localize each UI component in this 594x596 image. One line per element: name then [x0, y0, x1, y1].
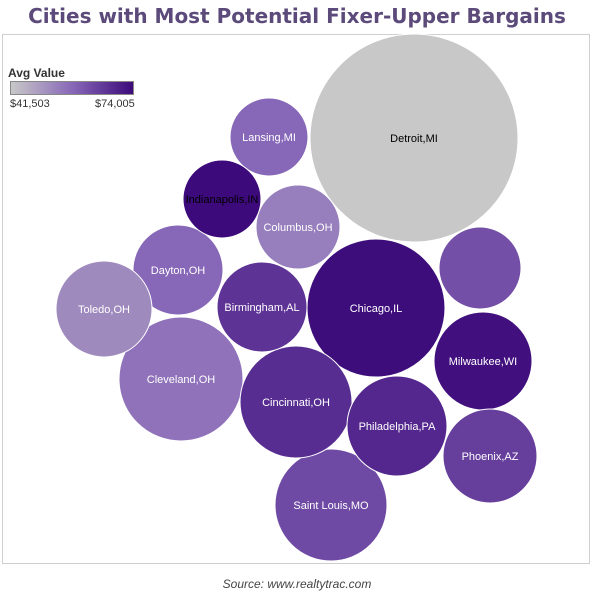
- bubble-label: Dayton,OH: [151, 265, 205, 277]
- bubble-label: Philadelphia,PA: [359, 421, 437, 433]
- bubble-saint-louis-mo[interactable]: [274, 448, 388, 562]
- bubble-label: Milwaukee,WI: [449, 356, 517, 368]
- bubble-label: Birmingham,AL: [224, 302, 299, 314]
- bubble-dayton-oh[interactable]: [132, 224, 224, 316]
- bubble-toledo-oh[interactable]: [55, 260, 153, 358]
- bubble-phoenix-az[interactable]: [442, 408, 538, 504]
- bubble-cincinnati-oh[interactable]: [239, 345, 353, 459]
- bubble-cleveland-oh[interactable]: [118, 316, 244, 442]
- bubble-label: Chicago,IL: [350, 303, 403, 315]
- bubble-lansing-mi[interactable]: [229, 97, 309, 177]
- bubble-label: Lansing,MI: [242, 132, 296, 144]
- legend-color-ramp: [10, 81, 134, 95]
- bubble-label: Columbus,OH: [263, 222, 332, 234]
- chart-title: Cities with Most Potential Fixer-Upper B…: [28, 4, 566, 28]
- bubble-label: Toledo,OH: [78, 304, 130, 316]
- bubble-label: Cincinnati,OH: [262, 397, 330, 409]
- legend-max-label: $74,005: [95, 98, 135, 110]
- bubble-label: Phoenix,AZ: [462, 451, 519, 463]
- legend-title: Avg Value: [8, 66, 65, 80]
- legend-min-label: $41,503: [10, 98, 50, 110]
- bubble-label: Detroit,MI: [390, 133, 438, 145]
- bubble-birmingham-al[interactable]: [216, 261, 308, 353]
- bubble-label: Saint Louis,MO: [293, 500, 369, 512]
- bubble-indianapolis-in[interactable]: [182, 159, 262, 239]
- bubble-philadelphia-pa[interactable]: [346, 375, 448, 477]
- bubble-columbus-oh[interactable]: [255, 184, 341, 270]
- bubble-label: Indianapolis,IN: [186, 194, 259, 206]
- bubble-unlabeled[interactable]: [438, 226, 522, 310]
- bubble-label: Cleveland,OH: [147, 374, 216, 386]
- source-note: Source: www.realtytrac.com: [222, 577, 372, 591]
- bubble-detroit-mi[interactable]: [309, 33, 519, 243]
